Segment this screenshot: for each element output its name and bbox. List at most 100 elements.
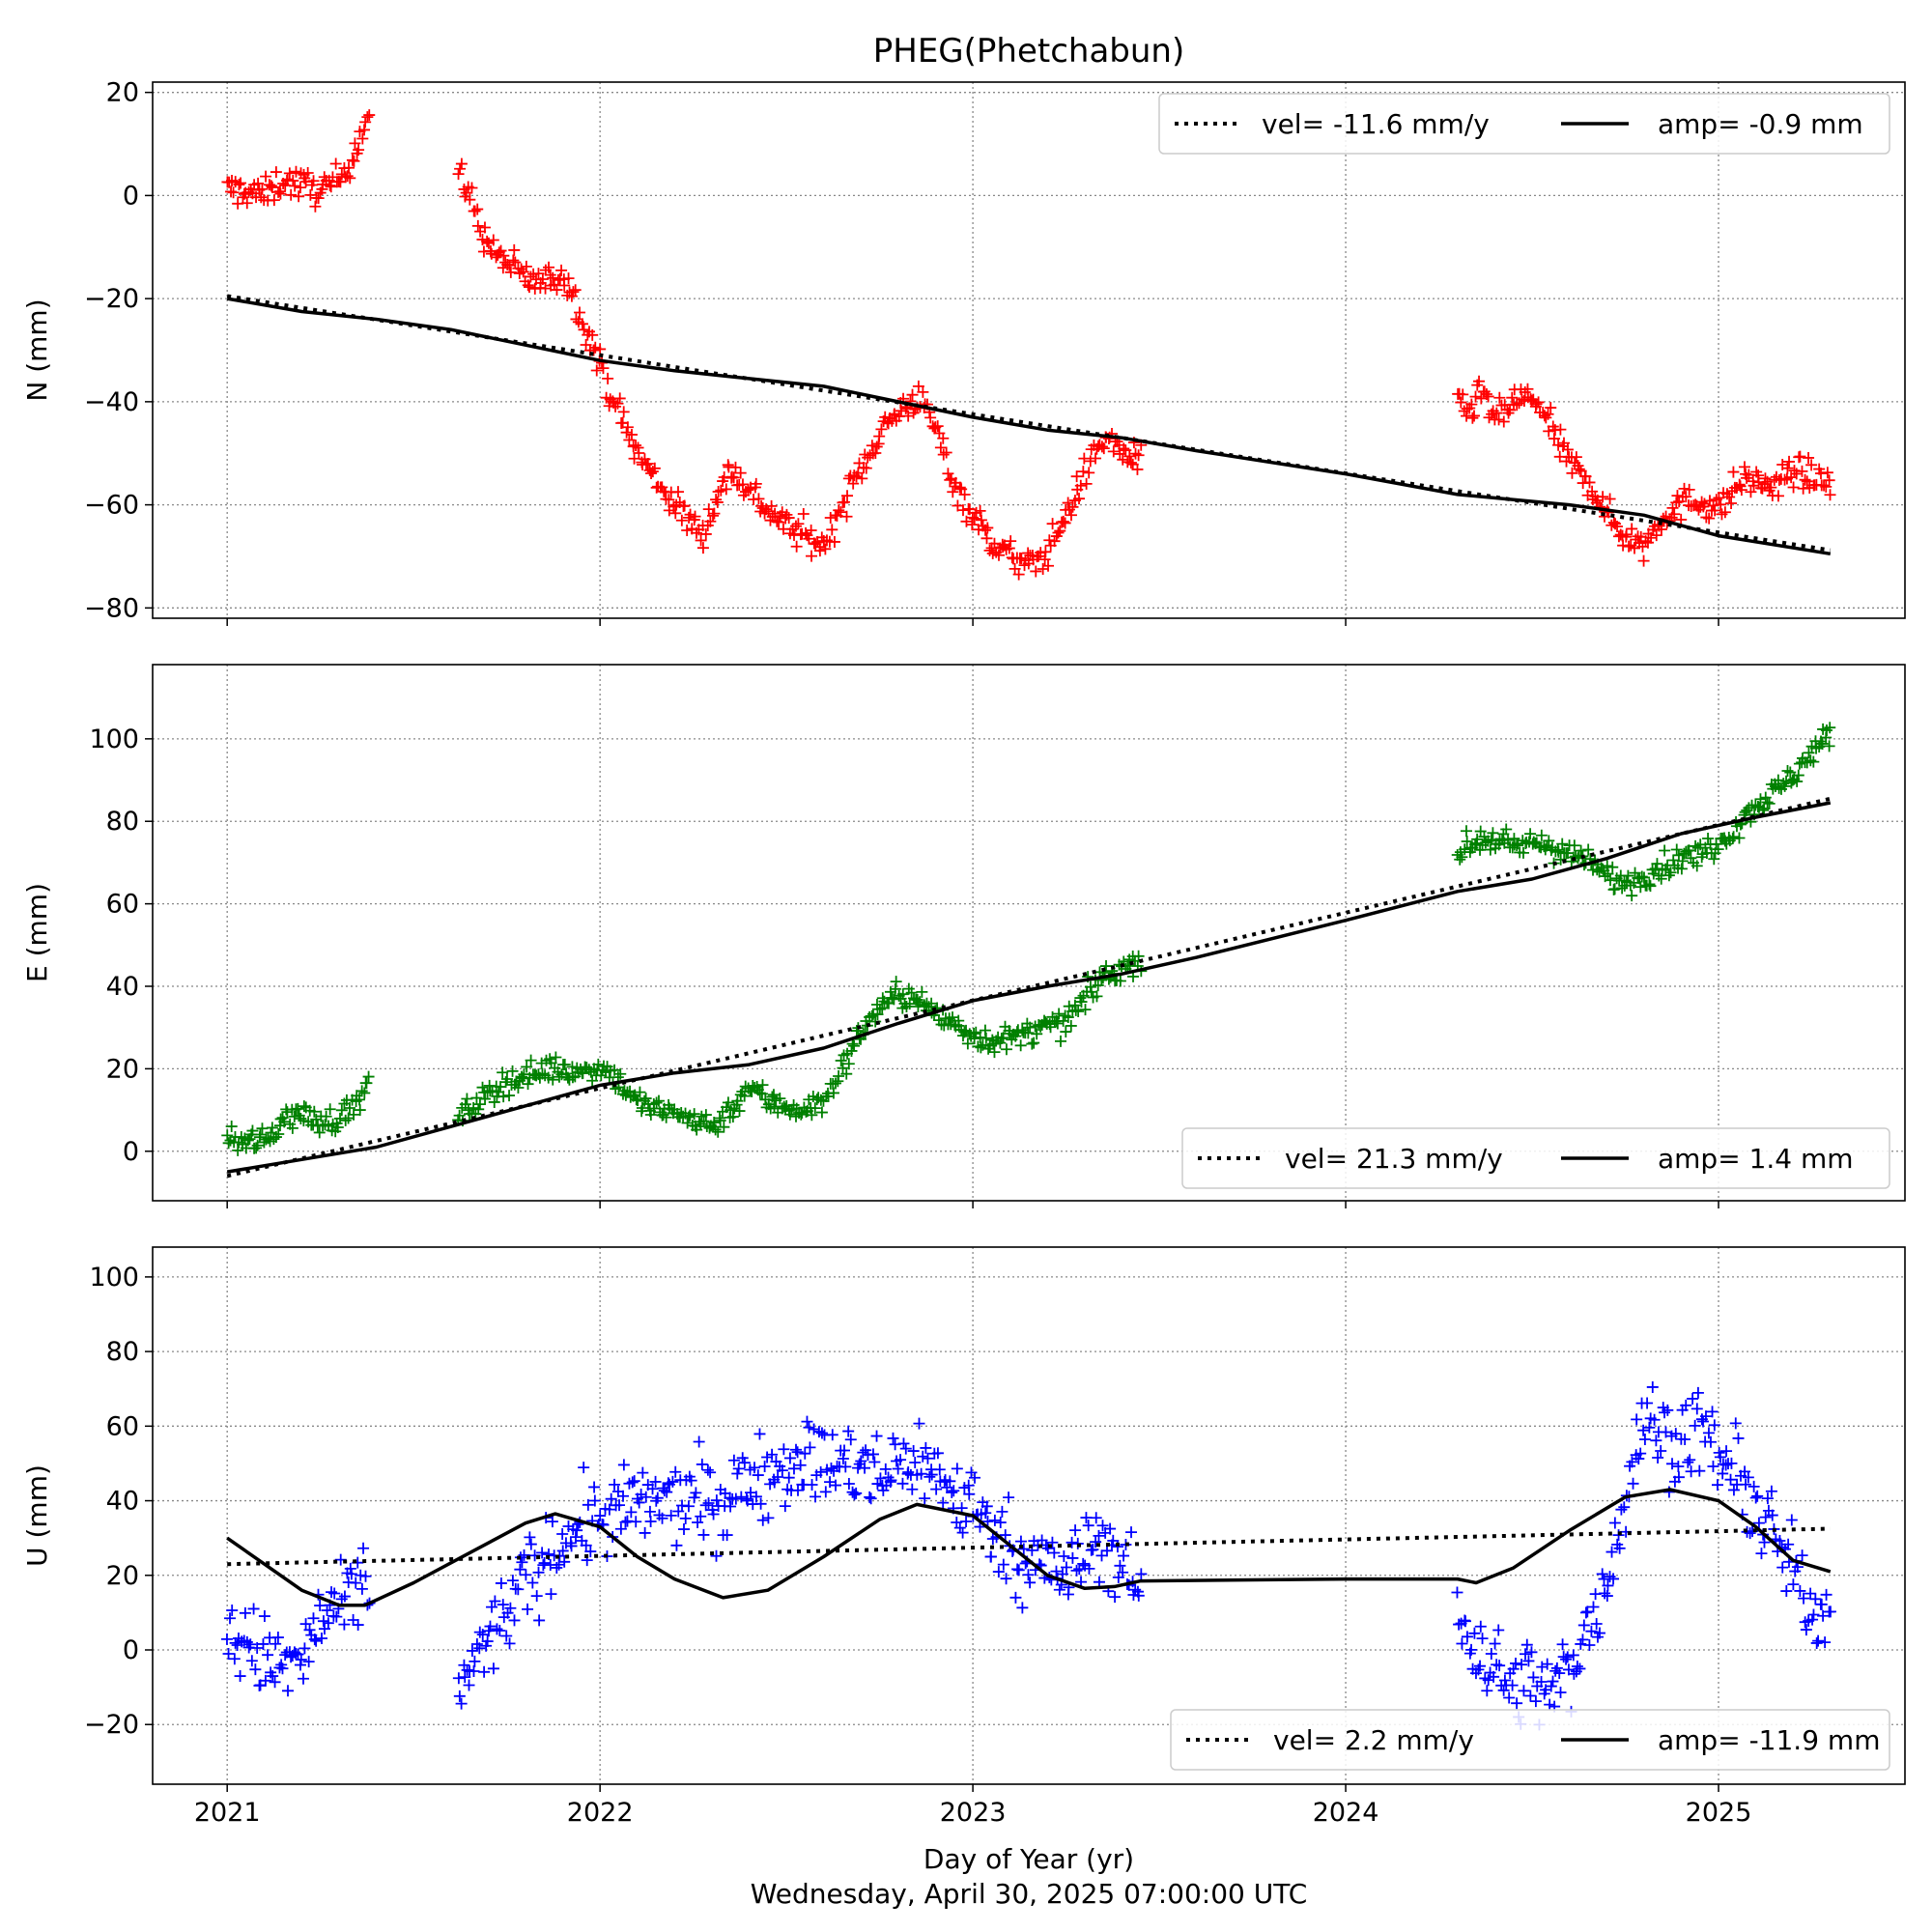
observation-point [582,1498,594,1511]
observation-point [1506,1679,1519,1691]
y-tick-label: 0 [123,1137,139,1167]
observation-point [937,432,950,444]
observation-point [569,1531,582,1544]
observation-point [328,1587,341,1600]
observation-point [937,448,950,461]
observation-point [710,1549,723,1562]
observation-point [912,380,924,392]
observation-point [969,1471,981,1484]
observation-point [1763,797,1776,810]
observation-point [1662,869,1675,882]
observation-point [1471,833,1484,845]
observation-point [479,1093,492,1105]
observation-point [1524,1690,1537,1702]
observation-point [819,543,832,555]
observation-point [1456,851,1468,864]
observation-point [1487,827,1499,839]
observation-point [562,272,575,285]
legend-amp-label: amp= -0.9 mm [1658,108,1863,140]
observation-point [782,512,795,525]
observation-point [308,1634,321,1646]
observation-point [1460,1615,1471,1628]
observation-point [931,1447,944,1460]
observation-point [1041,1542,1054,1554]
observation-point [1727,466,1740,478]
axes-frame-U [152,1246,1906,1785]
observation-point [1647,867,1660,880]
y-tick-label: −20 [84,284,139,314]
observation-point [567,286,580,298]
observation-point [515,263,527,275]
observation-point [605,1492,617,1505]
observation-point [1480,388,1492,401]
observation-point [1821,467,1833,479]
observation-point [1460,825,1472,838]
observation-point [637,1466,649,1479]
observation-point [495,1081,507,1094]
observation-point [1548,433,1560,445]
observation-point [1469,390,1482,403]
observation-point [815,1427,828,1439]
observation-point [272,1128,285,1140]
observation-point [609,1064,621,1076]
observation-point [738,1457,751,1469]
observation-point [530,1590,543,1603]
observation-point [1818,479,1831,492]
observation-point [1702,832,1715,844]
observation-point [981,522,994,534]
observation-point [1552,439,1565,451]
observation-point [617,1459,630,1471]
observation-point [334,176,347,188]
observation-point [1679,1433,1691,1445]
observation-point [791,1446,804,1459]
observation-point [902,1465,915,1478]
legend-amp-label: amp= 1.4 mm [1658,1143,1854,1175]
y-tick-label: 60 [106,1411,139,1441]
observation-point [643,1505,656,1518]
y-tick-label: 40 [106,1487,139,1517]
observation-point [913,1417,925,1430]
observation-point [1781,462,1794,474]
observation-point [1800,1624,1812,1636]
observation-point [1120,444,1132,457]
observation-point [1634,1447,1647,1460]
observation-point [754,1497,767,1510]
observation-point [455,1697,468,1710]
observation-point [1022,1569,1035,1581]
observation-point [1476,1633,1489,1645]
y-tick-label: 80 [106,807,139,837]
observation-point [281,173,294,185]
observation-point [795,1108,808,1121]
observation-point [269,1676,281,1689]
observation-point [1520,1648,1532,1661]
observation-point [1096,1520,1109,1532]
observation-point [1780,1585,1793,1598]
observation-point [1628,542,1640,554]
observation-point [833,504,845,517]
observation-point [806,1478,818,1491]
observation-point [992,1566,1005,1578]
observation-point [481,1635,494,1648]
observation-point [363,109,376,122]
observation-point [1790,468,1803,480]
observation-point [1043,534,1056,547]
observation-point [1005,535,1017,548]
observation-point [650,1494,663,1507]
observation-point [1758,1536,1771,1548]
observation-point [590,364,603,377]
observation-point [727,1454,740,1466]
observation-point [260,170,272,183]
observation-point [503,1637,516,1650]
observation-point [1030,565,1042,578]
observation-point [1669,1428,1682,1440]
observation-point [1456,1637,1468,1650]
observation-point [292,1102,304,1115]
observation-point [963,1488,976,1500]
observation-point [1803,451,1815,464]
observation-point [1511,399,1523,412]
observation-point [1583,476,1596,489]
observation-point [244,1638,257,1651]
observation-point [731,1467,744,1480]
observation-point [313,1126,326,1139]
observation-point [1742,1471,1754,1484]
